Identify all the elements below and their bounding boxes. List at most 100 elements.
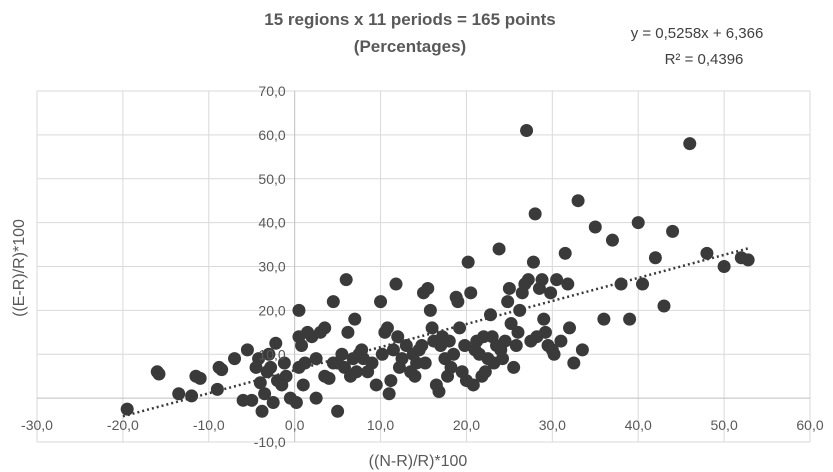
y-tick-label: 20,0 xyxy=(258,302,285,318)
x-tick-label: 50,0 xyxy=(710,417,737,433)
data-point xyxy=(623,312,637,326)
data-point xyxy=(683,137,697,151)
trendline-equation: y = 0,5258x + 6,366 xyxy=(631,25,764,42)
data-point xyxy=(521,273,535,287)
data-point xyxy=(375,347,389,361)
y-tick-label: 50,0 xyxy=(258,171,285,187)
data-point xyxy=(492,242,506,256)
data-point xyxy=(264,360,278,374)
data-point xyxy=(498,334,512,348)
data-point xyxy=(277,356,291,370)
data-point xyxy=(399,338,413,352)
data-point xyxy=(636,277,650,291)
data-point xyxy=(269,336,283,350)
data-point xyxy=(451,295,465,309)
data-point xyxy=(266,396,280,410)
trendline-layer xyxy=(122,246,751,418)
data-point xyxy=(152,367,166,381)
data-point xyxy=(528,207,542,221)
chart-title-line-2: (Percentages) xyxy=(354,37,466,56)
data-point xyxy=(350,365,364,379)
data-point xyxy=(547,347,561,361)
data-point xyxy=(423,303,437,317)
data-point xyxy=(571,194,585,208)
data-point xyxy=(700,246,714,260)
data-point xyxy=(648,251,662,265)
data-point xyxy=(588,220,602,234)
data-point xyxy=(279,369,293,383)
data-point xyxy=(453,321,467,335)
data-point xyxy=(292,303,306,317)
data-point xyxy=(444,360,458,374)
data-point xyxy=(289,396,303,410)
data-point xyxy=(365,356,379,370)
grid xyxy=(36,90,811,443)
x-tick-label: 40,0 xyxy=(625,417,652,433)
data-point xyxy=(255,404,269,418)
tick-labels: -30,0 -20,0 -10,0 0,0 10,0 20,0 30,0 40,0 50,0 60… xyxy=(21,83,824,450)
data-point xyxy=(513,303,527,317)
data-point xyxy=(415,338,429,352)
data-point xyxy=(535,273,549,287)
data-point xyxy=(432,385,446,399)
data-point xyxy=(575,343,589,357)
y-tick-label: 40,0 xyxy=(258,215,285,231)
data-point xyxy=(501,295,515,309)
y-tick-label: -10,0 xyxy=(254,434,286,450)
data-point xyxy=(380,321,394,335)
data-point xyxy=(228,352,242,366)
data-point xyxy=(425,321,439,335)
x-tick-label: 10,0 xyxy=(367,417,394,433)
data-point xyxy=(382,387,396,401)
data-point xyxy=(384,374,398,388)
data-point xyxy=(309,352,323,366)
points-layer xyxy=(120,123,755,418)
data-point xyxy=(509,338,523,352)
data-point xyxy=(464,286,478,300)
y-axis-title: ((E-R)/R)*100 xyxy=(11,219,28,317)
axes xyxy=(37,91,810,442)
x-tick-label: 20,0 xyxy=(453,417,480,433)
data-point xyxy=(614,277,628,291)
data-point xyxy=(483,308,497,322)
data-point xyxy=(258,387,272,401)
data-point xyxy=(657,299,671,313)
data-point xyxy=(597,312,611,326)
data-point xyxy=(253,376,267,390)
x-tick-label: 60,0 xyxy=(796,417,823,433)
data-point xyxy=(478,365,492,379)
y-tick-label: 10,0 xyxy=(258,346,285,362)
data-point xyxy=(605,233,619,247)
data-point xyxy=(554,334,568,348)
trendline-r2: R² = 0,4396 xyxy=(665,51,744,68)
data-point xyxy=(185,389,199,403)
x-tick-label: 0,0 xyxy=(285,417,305,433)
data-point xyxy=(537,312,551,326)
x-axis-title: ((N-R)/R)*100 xyxy=(369,453,468,470)
data-point xyxy=(507,360,521,374)
data-point xyxy=(240,343,254,357)
data-point xyxy=(389,277,403,291)
data-point xyxy=(421,281,435,295)
x-tick-label: -10,0 xyxy=(193,417,225,433)
data-point xyxy=(567,356,581,370)
data-point xyxy=(386,343,400,357)
data-point xyxy=(210,382,224,396)
x-tick-label: -20,0 xyxy=(107,417,139,433)
data-point xyxy=(318,321,332,335)
data-point xyxy=(369,378,383,392)
data-point xyxy=(322,371,336,385)
data-point xyxy=(298,356,312,370)
data-point xyxy=(408,369,422,383)
data-point xyxy=(466,378,480,392)
data-point xyxy=(447,347,461,361)
data-point xyxy=(631,216,645,230)
data-point xyxy=(563,321,577,335)
data-point xyxy=(341,325,355,339)
data-point xyxy=(252,352,266,366)
data-point xyxy=(374,295,388,309)
data-point xyxy=(717,260,731,273)
data-point xyxy=(561,277,575,291)
